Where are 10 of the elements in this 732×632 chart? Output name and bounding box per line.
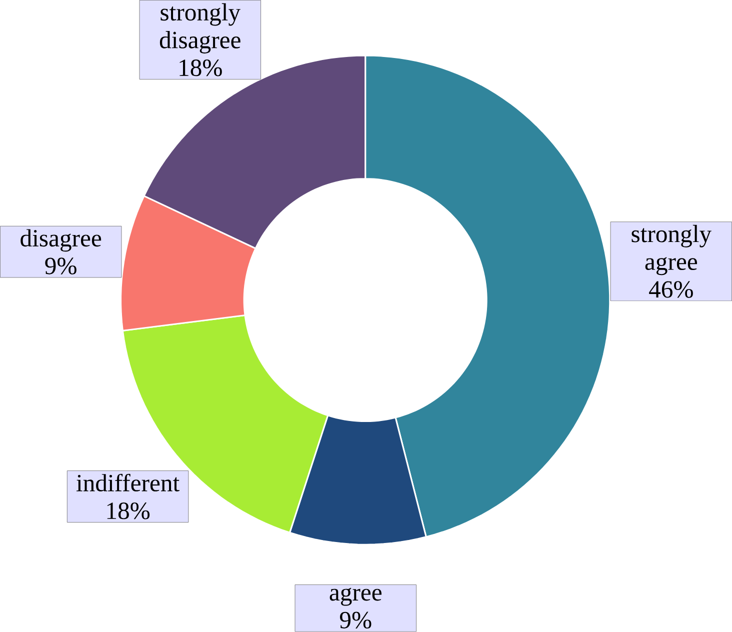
slice-label: disagree <box>20 229 102 252</box>
data-label: 18% <box>180 60 222 76</box>
slice-label: strongly disagree <box>160 3 240 54</box>
slice-label: indifferent <box>76 474 180 492</box>
slice-label: strongly agree <box>632 225 712 276</box>
slice-label: agree <box>330 588 382 606</box>
data-label: 18% <box>107 502 150 520</box>
data-label: 9% <box>340 612 372 629</box>
data-label: 46% <box>649 281 693 298</box>
data-label: 9% <box>45 258 76 274</box>
